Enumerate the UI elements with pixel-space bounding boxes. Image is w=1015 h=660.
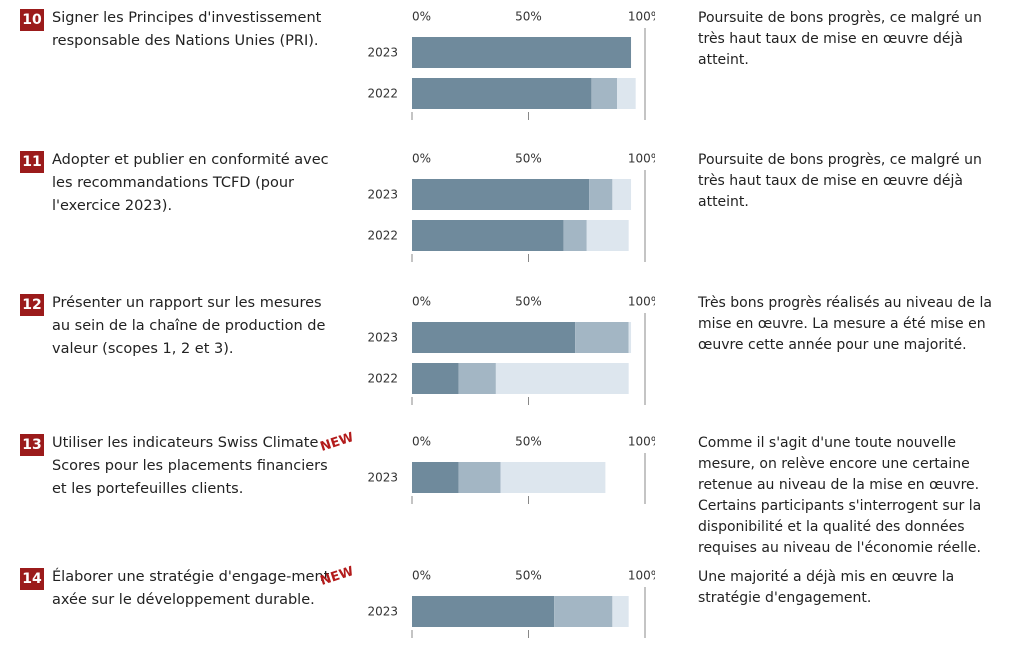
mini-chart: 0% 50% 100% 2023 2022: [367, 295, 655, 405]
tick-label: 0%: [412, 10, 431, 24]
bar-segment: [591, 78, 618, 109]
year-label: 2022: [367, 372, 398, 386]
bar-segment: [589, 179, 613, 210]
item-title: Élaborer une stratégie d'engage-ment axé…: [52, 569, 330, 608]
bar-segment: [412, 179, 590, 210]
tick-label: 100%: [628, 569, 655, 583]
bar-segment: [628, 322, 632, 353]
bar-segment: [412, 37, 632, 68]
tick-label: 0%: [412, 295, 431, 309]
bar-segment: [412, 322, 576, 353]
item-number: 11: [20, 151, 44, 173]
bar-segment: [612, 179, 632, 210]
mini-chart: 0% 50% 100% 2023 2022: [367, 10, 655, 120]
item-number: 13: [20, 434, 44, 456]
item-title: Présenter un rapport sur les mesures au …: [52, 295, 326, 357]
tick-label: 100%: [628, 295, 655, 309]
item-title: Signer les Principes d'investissement re…: [52, 10, 322, 49]
item-title: Adopter et publier en conformité avec le…: [52, 152, 329, 214]
tick-label: 100%: [628, 435, 655, 449]
mini-chart: 0% 50% 100% 2023: [367, 569, 655, 638]
tick-label: 100%: [628, 152, 655, 166]
year-label: 2023: [367, 188, 398, 202]
tick-label: 50%: [515, 10, 542, 24]
tick-label: 100%: [628, 10, 655, 24]
bar-segment: [500, 462, 606, 493]
item-comment: Une majorité a déjà mis en œuvre la stra…: [698, 569, 955, 606]
bar-segment: [612, 596, 629, 627]
bar-segment: [563, 220, 587, 251]
bar-segment: [495, 363, 629, 394]
tick-label: 50%: [515, 569, 542, 583]
year-label: 2023: [367, 331, 398, 345]
bar-segment: [412, 462, 459, 493]
item-number: 10: [20, 9, 44, 31]
bar-segment: [412, 596, 555, 627]
item-number: 12: [20, 294, 44, 316]
item-comment: Poursuite de bons progrès, ce malgré un …: [698, 152, 982, 210]
bar-segment: [412, 220, 564, 251]
bar-segment: [458, 462, 501, 493]
year-label: 2023: [367, 471, 398, 485]
tick-label: 0%: [412, 569, 431, 583]
bar-segment: [586, 220, 629, 251]
item-comment: Poursuite de bons progrès, ce malgré un …: [698, 10, 982, 68]
item-title: Utiliser les indicateurs Swiss Climate S…: [52, 435, 328, 497]
bar-segment: [554, 596, 613, 627]
tick-label: 0%: [412, 435, 431, 449]
tick-label: 0%: [412, 152, 431, 166]
mini-chart: 0% 50% 100% 2023: [367, 435, 655, 504]
bar-segment: [617, 78, 636, 109]
year-label: 2023: [367, 46, 398, 60]
item-number: 14: [20, 568, 44, 590]
bar-segment: [412, 78, 592, 109]
tick-label: 50%: [515, 152, 542, 166]
mini-chart: 0% 50% 100% 2023 2022: [367, 152, 655, 262]
year-label: 2023: [367, 605, 398, 619]
bar-segment: [458, 363, 496, 394]
bar-segment: [412, 363, 459, 394]
tick-label: 50%: [515, 435, 542, 449]
bar-segment: [575, 322, 629, 353]
year-label: 2022: [367, 87, 398, 101]
tick-label: 50%: [515, 295, 542, 309]
year-label: 2022: [367, 229, 398, 243]
item-comment: Très bons progrès réalisés au niveau de …: [698, 295, 992, 353]
item-comment: Comme il s'agit d'une toute nouvelle mes…: [698, 435, 982, 556]
